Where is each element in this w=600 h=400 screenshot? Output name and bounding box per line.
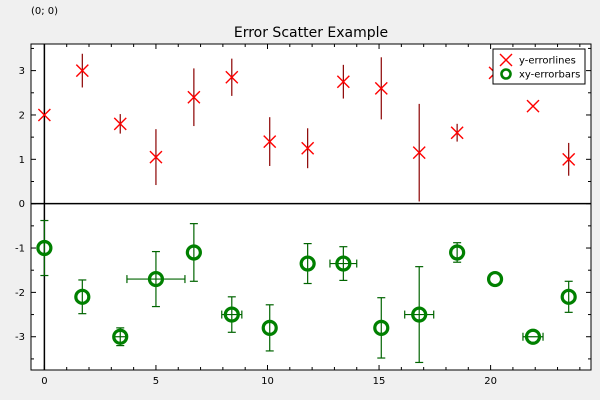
x-tick-label: 10 (261, 376, 274, 387)
o-marker (560, 288, 577, 305)
o-marker (335, 255, 352, 272)
x-tick-label: 15 (373, 376, 386, 387)
legend: y-errorlines xy-errorbars (492, 48, 586, 85)
x-marker-stroke (187, 90, 201, 104)
o-marker (411, 306, 428, 323)
x-marker-stroke (301, 141, 315, 155)
legend-o-marker (500, 68, 512, 80)
y-tick-label: 1 (19, 155, 25, 166)
y-tick-label: 0 (19, 199, 25, 210)
o-marker (299, 255, 316, 272)
x-marker-stroke (562, 152, 576, 166)
plot-area (31, 44, 591, 370)
legend-label-y-errorlines: y-errorlines (519, 56, 576, 67)
o-marker (261, 319, 278, 336)
y-tick-label: -1 (15, 244, 25, 255)
x-marker-stroke (336, 75, 350, 89)
x-tick-label: 5 (153, 376, 159, 387)
x-marker-stroke (225, 70, 239, 84)
legend-x-marker-stroke (499, 53, 513, 67)
y-tick-label: -3 (15, 332, 25, 343)
o-marker (185, 244, 202, 261)
o-marker (147, 270, 165, 288)
axis-ticks: 0 5 10 15 20 -3 -2 -1 0 1 2 3 (15, 44, 591, 387)
o-marker (373, 319, 390, 336)
o-marker (223, 306, 240, 323)
x-marker-stroke (37, 108, 51, 122)
o-marker (36, 239, 53, 257)
chart-title: Error Scatter Example (234, 25, 388, 41)
x-marker-stroke (263, 135, 277, 149)
x-marker-stroke (149, 150, 163, 164)
y-tick-label: 3 (19, 66, 25, 77)
x-tick-label: 20 (484, 376, 497, 387)
x-tick-label: 0 (41, 376, 47, 387)
x-marker-stroke (75, 64, 89, 78)
o-marker (112, 328, 129, 345)
o-marker (524, 328, 542, 345)
o-marker (74, 288, 91, 305)
plot-frame (30, 43, 592, 371)
x-marker-stroke (113, 117, 127, 131)
o-marker (486, 270, 504, 288)
y-tick-label: 2 (19, 110, 25, 121)
x-marker-stroke (526, 99, 540, 113)
o-marker (449, 244, 466, 261)
legend-label-xy-errorbars: xy-errorbars (519, 70, 580, 81)
zero-lines (31, 44, 591, 370)
coordinate-readout: (0; 0) (31, 6, 59, 17)
x-marker-stroke (374, 81, 388, 95)
y-tick-label: -2 (15, 288, 25, 299)
x-marker-stroke (450, 126, 464, 140)
x-marker-stroke (412, 146, 426, 160)
